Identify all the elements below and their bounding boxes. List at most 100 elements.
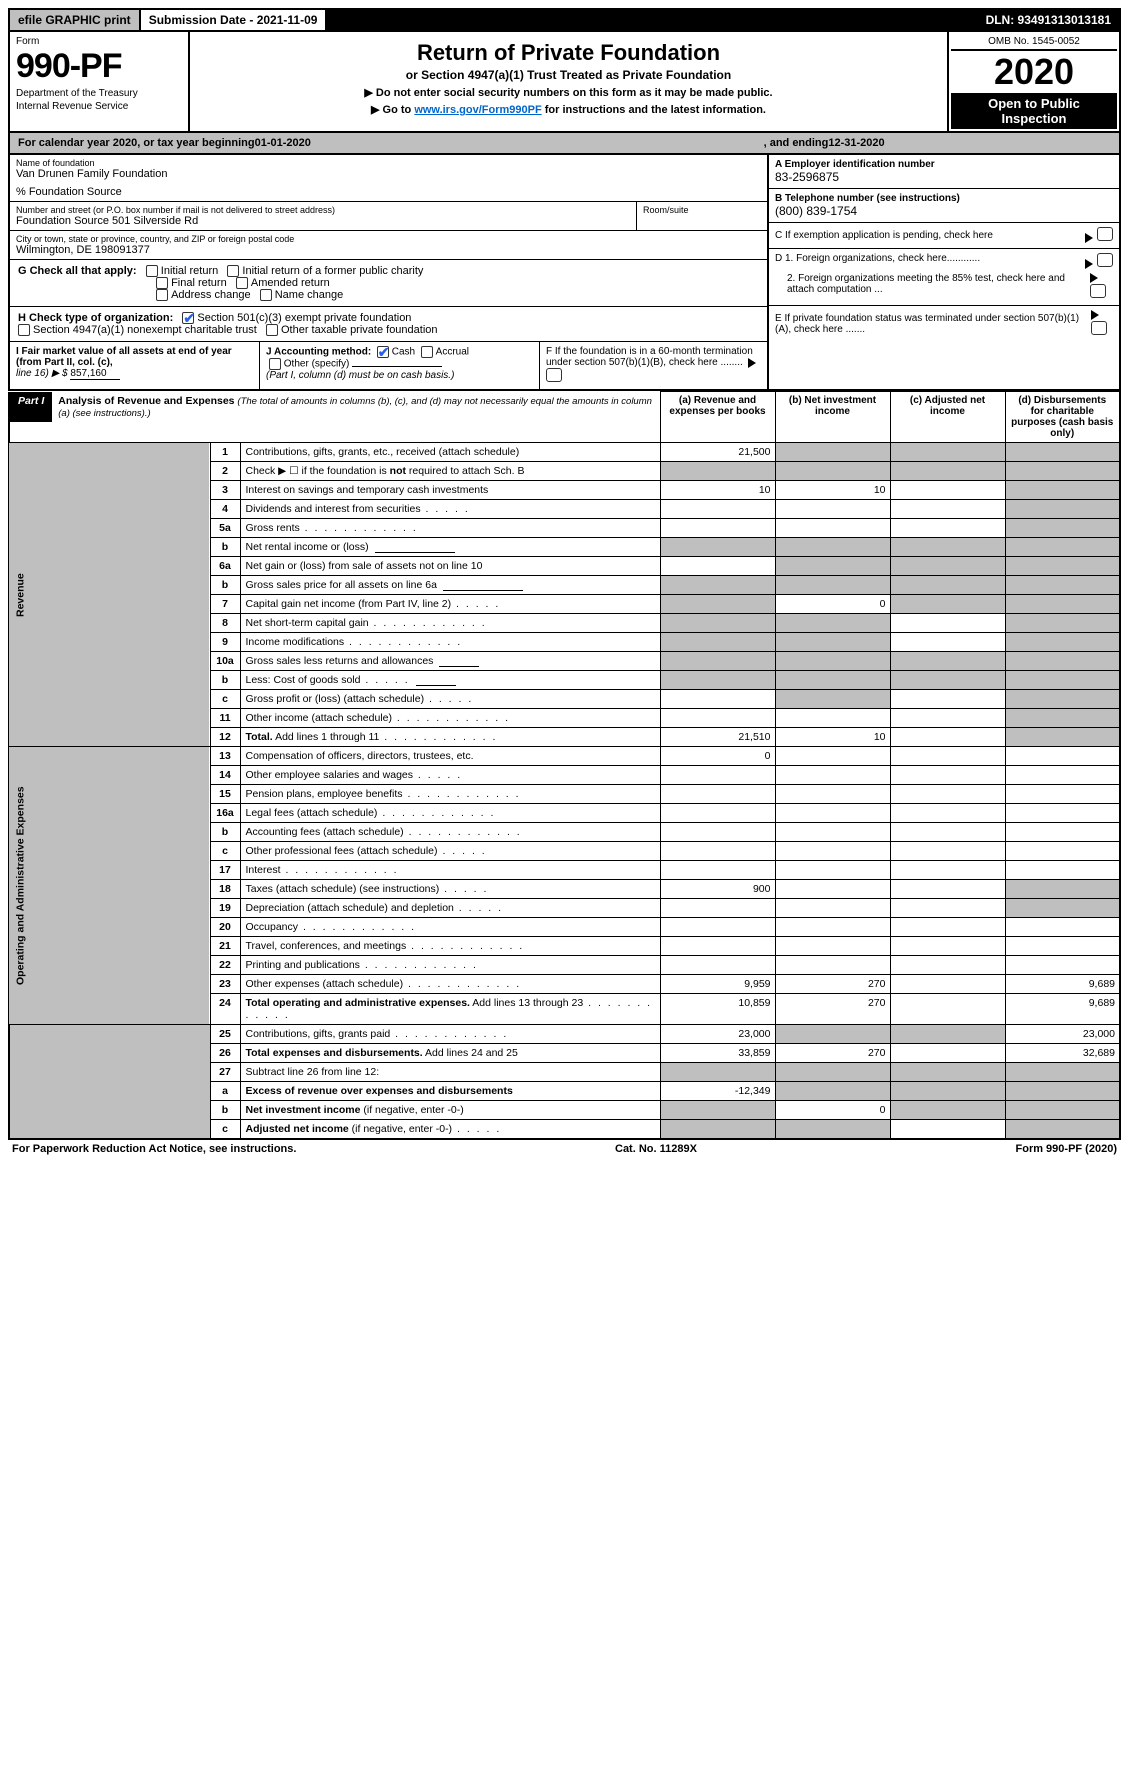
r21-num: 21 bbox=[210, 937, 240, 956]
r12-b: 10 bbox=[775, 728, 890, 747]
d1-text: D 1. Foreign organizations, check here..… bbox=[775, 253, 980, 270]
cb-amended-return[interactable] bbox=[236, 277, 248, 289]
street-cell: Number and street (or P.O. box number if… bbox=[10, 202, 637, 231]
r24-num: 24 bbox=[210, 994, 240, 1025]
r27b-desc: Net investment income (if negative, ente… bbox=[240, 1101, 660, 1120]
street-address: Foundation Source 501 Silverside Rd bbox=[16, 215, 630, 227]
r27a-num: a bbox=[210, 1082, 240, 1101]
g-opt-0: Initial return bbox=[161, 265, 218, 277]
col-d-header: (d) Disbursements for charitable purpose… bbox=[1005, 392, 1120, 443]
cb-other-method[interactable] bbox=[269, 358, 281, 370]
g-label: G Check all that apply: bbox=[18, 265, 137, 277]
r8-a bbox=[660, 614, 775, 633]
r2-desc: Check ▶ ☐ if the foundation is not requi… bbox=[240, 462, 660, 481]
r11-d bbox=[1005, 709, 1120, 728]
cb-f[interactable] bbox=[546, 368, 562, 382]
r25-b bbox=[775, 1025, 890, 1044]
r20-num: 20 bbox=[210, 918, 240, 937]
cb-name-change[interactable] bbox=[260, 289, 272, 301]
r9-d bbox=[1005, 633, 1120, 652]
r5b-input[interactable] bbox=[375, 541, 455, 553]
bottom-spacer bbox=[9, 1025, 210, 1140]
page-footer: For Paperwork Reduction Act Notice, see … bbox=[8, 1140, 1121, 1158]
cb-initial-former[interactable] bbox=[227, 265, 239, 277]
cb-accrual[interactable] bbox=[421, 346, 433, 358]
cb-initial-return[interactable] bbox=[146, 265, 158, 277]
r22-a bbox=[660, 956, 775, 975]
r27a-d bbox=[1005, 1082, 1120, 1101]
r15-num: 15 bbox=[210, 785, 240, 804]
r9-b bbox=[775, 633, 890, 652]
cb-4947a1[interactable] bbox=[18, 324, 30, 336]
phone-label: B Telephone number (see instructions) bbox=[775, 193, 960, 204]
r4-a bbox=[660, 500, 775, 519]
r6b-input[interactable] bbox=[443, 579, 523, 591]
r27-desc: Subtract line 26 from line 12: bbox=[240, 1063, 660, 1082]
r14-desc: Other employee salaries and wages bbox=[240, 766, 660, 785]
instr-1: ▶ Do not enter social security numbers o… bbox=[200, 86, 937, 99]
foundation-name: Van Drunen Family Foundation bbox=[16, 168, 761, 180]
r10c-d bbox=[1005, 690, 1120, 709]
name-label: Name of foundation bbox=[16, 158, 761, 168]
d2-text: 2. Foreign organizations meeting the 85%… bbox=[775, 273, 1090, 301]
r26-desc: Total expenses and disbursements. Add li… bbox=[240, 1044, 660, 1063]
r5b-text: Net rental income or (loss) bbox=[246, 541, 369, 553]
r7-b: 0 bbox=[775, 595, 890, 614]
r2-a bbox=[660, 462, 775, 481]
r6a-b bbox=[775, 557, 890, 576]
j-accrual: Accrual bbox=[436, 347, 469, 358]
form-subtitle: or Section 4947(a)(1) Trust Treated as P… bbox=[200, 68, 937, 82]
section-i: I Fair market value of all assets at end… bbox=[10, 342, 260, 389]
r4-num: 4 bbox=[210, 500, 240, 519]
cb-final-return[interactable] bbox=[156, 277, 168, 289]
r2-b bbox=[775, 462, 890, 481]
open-inspection: Open to Public Inspection bbox=[951, 93, 1117, 129]
expenses-vlabel: Operating and Administrative Expenses bbox=[9, 747, 210, 1025]
r11-desc: Other income (attach schedule) bbox=[240, 709, 660, 728]
calyear-end: 12-31-2020 bbox=[828, 137, 884, 149]
r5a-c bbox=[890, 519, 1005, 538]
r10b-num: b bbox=[210, 671, 240, 690]
r6a-a bbox=[660, 557, 775, 576]
r27b-num: b bbox=[210, 1101, 240, 1120]
r21-d bbox=[1005, 937, 1120, 956]
r20-a bbox=[660, 918, 775, 937]
r10a-c bbox=[890, 652, 1005, 671]
j-cash: Cash bbox=[392, 347, 415, 358]
r6a-d bbox=[1005, 557, 1120, 576]
r13-num: 13 bbox=[210, 747, 240, 766]
cb-cash[interactable] bbox=[377, 346, 389, 358]
r27c-d bbox=[1005, 1120, 1120, 1140]
r10a-input[interactable] bbox=[439, 655, 479, 667]
r3-d bbox=[1005, 481, 1120, 500]
cb-d2[interactable] bbox=[1090, 284, 1106, 298]
r6a-desc: Net gain or (loss) from sale of assets n… bbox=[240, 557, 660, 576]
r16b-desc: Accounting fees (attach schedule) bbox=[240, 823, 660, 842]
cb-c[interactable] bbox=[1097, 227, 1113, 241]
instr-2: ▶ Go to www.irs.gov/Form990PF for instru… bbox=[200, 103, 937, 116]
form-link[interactable]: www.irs.gov/Form990PF bbox=[414, 104, 541, 116]
r24-a: 10,859 bbox=[660, 994, 775, 1025]
h-opt-3: Other taxable private foundation bbox=[281, 324, 438, 336]
j-other-input[interactable] bbox=[352, 366, 442, 367]
r16b-c bbox=[890, 823, 1005, 842]
r10a-d bbox=[1005, 652, 1120, 671]
r14-num: 14 bbox=[210, 766, 240, 785]
cb-address-change[interactable] bbox=[156, 289, 168, 301]
r27c-c bbox=[890, 1120, 1005, 1140]
cb-501c3[interactable] bbox=[182, 312, 194, 324]
cb-d1[interactable] bbox=[1097, 253, 1113, 267]
foundation-name-cell: Name of foundation Van Drunen Family Fou… bbox=[10, 155, 767, 202]
r9-a bbox=[660, 633, 775, 652]
r6b-b bbox=[775, 576, 890, 595]
r16a-d bbox=[1005, 804, 1120, 823]
r14-a bbox=[660, 766, 775, 785]
efile-label[interactable]: efile GRAPHIC print bbox=[10, 10, 141, 30]
r10b-input[interactable] bbox=[416, 674, 456, 686]
r1-desc: Contributions, gifts, grants, etc., rece… bbox=[240, 443, 660, 462]
cb-other-taxable[interactable] bbox=[266, 324, 278, 336]
footer-right: Form 990-PF (2020) bbox=[1016, 1143, 1117, 1155]
form-word: Form bbox=[16, 36, 182, 47]
cb-e[interactable] bbox=[1091, 321, 1107, 335]
r26-num: 26 bbox=[210, 1044, 240, 1063]
